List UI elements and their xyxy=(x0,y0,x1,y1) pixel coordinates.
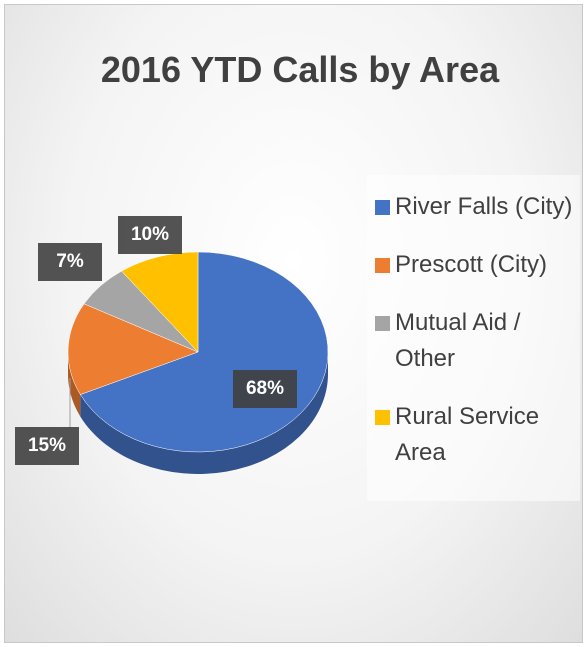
label-box xyxy=(118,216,182,254)
pie-slice xyxy=(121,251,199,353)
data-label: 7% xyxy=(56,251,84,272)
chart-title: 2016 YTD Calls by Area xyxy=(101,49,500,90)
label-box xyxy=(38,243,102,281)
legend-swatch xyxy=(375,258,390,273)
pie-side xyxy=(80,352,328,474)
data-label: 68% xyxy=(246,378,284,399)
legend-swatch xyxy=(375,316,390,331)
label-box xyxy=(15,427,79,465)
legend-label: Mutual Aid / Other xyxy=(395,309,521,372)
legend-label: River Falls (City) xyxy=(395,193,573,220)
label-box xyxy=(233,370,297,408)
data-label: 10% xyxy=(131,224,169,245)
pie-slice xyxy=(67,303,199,395)
legend-item: Rural Service Area xyxy=(371,399,576,471)
legend: River Falls (City) Prescott (City) Mutual … xyxy=(367,175,580,501)
legend-item: Prescott (City) xyxy=(371,247,576,283)
legend-label: Rural Service Area xyxy=(395,403,540,466)
legend-swatch xyxy=(375,200,390,215)
data-label: 15% xyxy=(28,435,66,456)
legend-label: Prescott (City) xyxy=(395,251,548,278)
legend-item: Mutual Aid / Other xyxy=(371,305,576,377)
legend-swatch xyxy=(375,410,390,425)
legend-item: River Falls (City) xyxy=(371,189,576,225)
pie-side xyxy=(68,352,81,417)
